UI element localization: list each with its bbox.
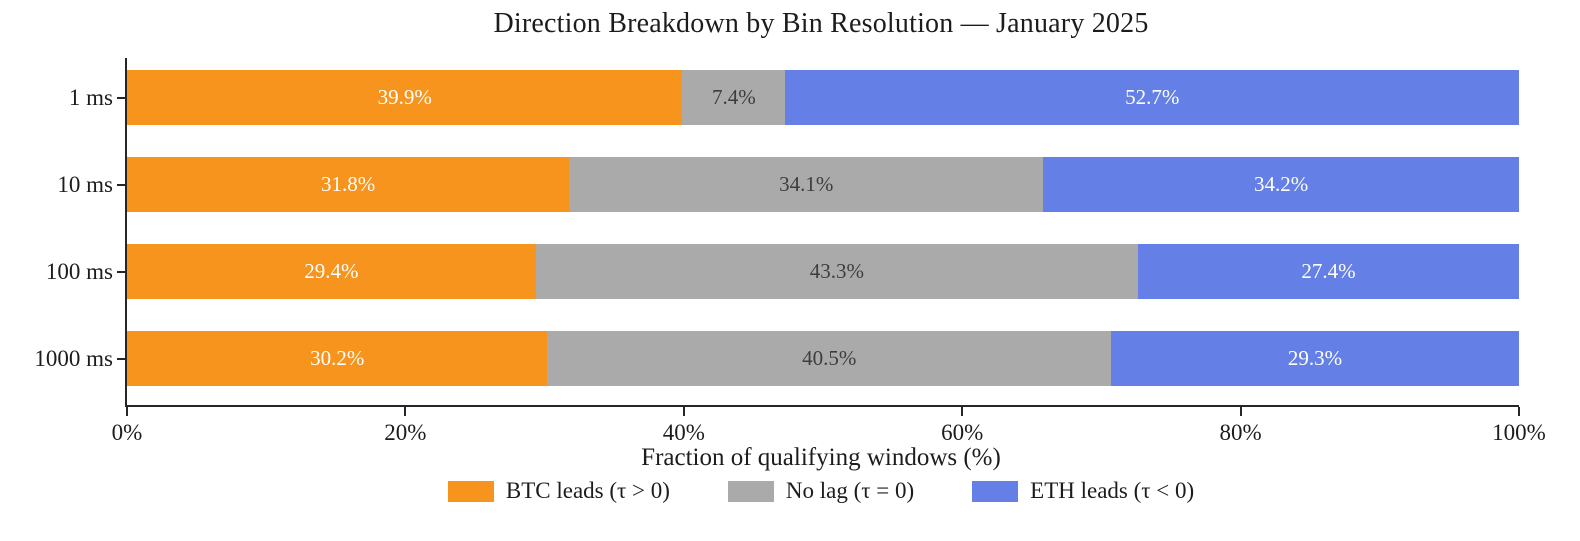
- plot-area: 39.9% 7.4% 52.7% 1 ms 31.8% 34.1% 34.2% 10 ms 29…: [34, 58, 1546, 445]
- y-tick-mark: [117, 183, 125, 186]
- bar-row-100ms: 29.4% 43.3% 27.4%: [127, 244, 1519, 299]
- bar-value-label: 30.2%: [310, 346, 365, 370]
- y-tick-label-1000ms: 1000 ms: [34, 345, 113, 371]
- legend-item-eth-leads: ETH leads (τ < 0): [972, 478, 1194, 504]
- legend-swatch-no-lag: [727, 480, 774, 502]
- legend-label-no-lag: No lag (τ = 0): [785, 478, 915, 503]
- bar-value-label: 34.2%: [1254, 172, 1309, 196]
- legend-label-eth-leads: ETH leads (τ < 0): [1030, 478, 1195, 503]
- y-tick-mark: [117, 96, 125, 99]
- x-tick-label-40: 40%: [662, 420, 705, 445]
- bar-segment-eth-leads-1000ms: 29.3%: [1111, 331, 1519, 386]
- x-tick-label-100: 100%: [1492, 420, 1546, 445]
- bar-segment-no-lag-10ms: 34.1%: [569, 157, 1044, 212]
- x-axis-label: Fraction of qualifying windows (%): [641, 444, 1001, 471]
- bar-row-1000ms: 30.2% 40.5% 29.3%: [127, 331, 1519, 386]
- bar-row-1ms: 39.9% 7.4% 52.7%: [127, 70, 1519, 125]
- y-tick-mark: [117, 270, 125, 273]
- bar-value-label: 43.3%: [809, 259, 865, 283]
- bar-value-label: 27.4%: [1301, 259, 1356, 283]
- bar-segment-no-lag-1ms: 7.4%: [682, 70, 786, 125]
- legend-label-btc-leads: BTC leads (τ > 0): [505, 478, 670, 503]
- x-tick-label-60: 60%: [941, 420, 984, 445]
- bar-segment-eth-leads-100ms: 27.4%: [1137, 244, 1519, 299]
- x-tick-mark: [1239, 407, 1242, 416]
- legend-swatch-eth-leads: [972, 480, 1019, 502]
- x-tick-label-20: 20%: [384, 420, 427, 445]
- bar-segment-btc-leads-1ms: 39.9%: [127, 70, 683, 125]
- x-tick-mark: [682, 407, 685, 416]
- bar-segment-btc-leads-1000ms: 30.2%: [127, 331, 548, 386]
- bar-value-label: 40.5%: [802, 346, 857, 370]
- bar-row-10ms: 31.8% 34.1% 34.2%: [127, 157, 1519, 212]
- y-tick-label-100ms: 100 ms: [45, 258, 113, 284]
- bar-segment-no-lag-100ms: 43.3%: [535, 244, 1138, 299]
- legend-item-btc-leads: BTC leads (τ > 0): [447, 478, 670, 504]
- bar-segment-eth-leads-1ms: 52.7%: [785, 70, 1519, 125]
- x-tick-mark: [961, 407, 964, 416]
- bar-segment-btc-leads-100ms: 29.4%: [127, 244, 536, 299]
- bar-value-label: 34.1%: [779, 172, 834, 196]
- bar-value-label: 52.7%: [1125, 85, 1180, 109]
- bar-segment-eth-leads-10ms: 34.2%: [1043, 157, 1519, 212]
- chart-title: Direction Breakdown by Bin Resolution — …: [493, 8, 1149, 39]
- legend-swatch-btc-leads: [447, 480, 494, 502]
- bar-value-label: 39.9%: [377, 85, 432, 109]
- legend-item-no-lag: No lag (τ = 0): [727, 478, 915, 504]
- y-tick-label-1ms: 1 ms: [68, 84, 113, 110]
- bar-value-label: 29.4%: [304, 259, 359, 283]
- bar-value-label: 31.8%: [320, 172, 376, 196]
- bar-value-label: 29.3%: [1287, 346, 1343, 370]
- x-tick-label-0: 0%: [111, 420, 143, 445]
- x-tick-mark: [126, 407, 128, 416]
- bar-segment-no-lag-1000ms: 40.5%: [547, 331, 1112, 386]
- x-tick-mark: [404, 407, 407, 416]
- legend: BTC leads (τ > 0) No lag (τ = 0) ETH leads…: [125, 478, 1517, 504]
- x-tick-mark: [1518, 407, 1520, 416]
- bar-segment-btc-leads-10ms: 31.8%: [127, 157, 570, 212]
- bar-value-label: 7.4%: [712, 85, 756, 109]
- x-tick-label-80: 80%: [1219, 420, 1262, 445]
- y-tick-mark: [117, 357, 125, 360]
- y-tick-label-10ms: 10 ms: [57, 171, 113, 197]
